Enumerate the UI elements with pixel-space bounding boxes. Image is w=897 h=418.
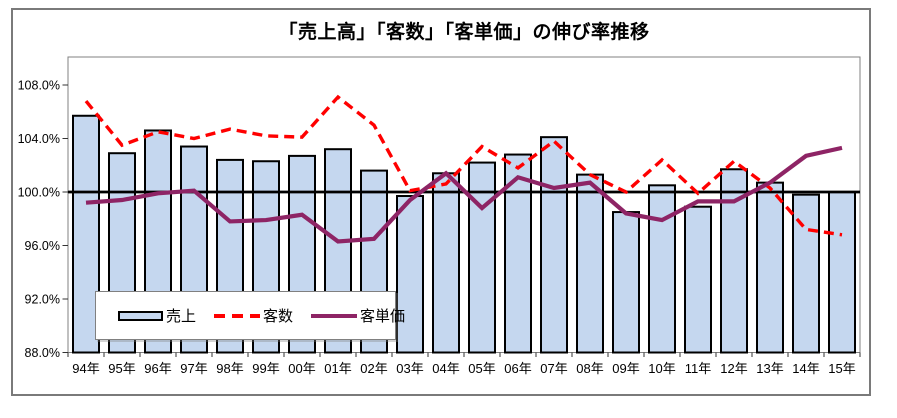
- x-axis-label: 00年: [288, 361, 315, 376]
- x-axis-label: 96年: [144, 361, 171, 376]
- legend-label-customers: 客数: [263, 308, 294, 325]
- x-axis-label: 02年: [360, 361, 387, 376]
- sales-bar: [612, 211, 640, 354]
- legend-item-customers: 客数: [214, 305, 293, 326]
- x-axis-label: 94年: [72, 361, 99, 376]
- legend-label-unit-price: 客単価: [360, 308, 406, 325]
- legend-label-sales: 売上: [166, 308, 197, 325]
- x-axis-label: 06年: [504, 361, 531, 376]
- x-axis-label: 97年: [180, 361, 207, 376]
- x-axis-label: 08年: [576, 361, 603, 376]
- legend: 売上 客数 客単価: [95, 291, 405, 340]
- x-axis-label: 10年: [648, 361, 675, 376]
- sales-bar: [540, 136, 568, 354]
- x-axis-label: 11年: [685, 361, 712, 376]
- x-axis-label: 01年: [324, 361, 351, 376]
- x-axis-label: 99年: [252, 361, 279, 376]
- x-axis-label: 98年: [216, 361, 243, 376]
- sales-bar: [432, 172, 460, 354]
- x-axis-label: 95年: [108, 361, 135, 376]
- x-axis-label: 07年: [540, 361, 567, 376]
- y-axis-label: 100.0%: [18, 186, 60, 200]
- x-axis-label: 03年: [396, 361, 423, 376]
- sales-bar: [792, 193, 820, 354]
- unit-price-line-swatch: [311, 313, 358, 318]
- y-axis-label: 92.0%: [25, 293, 60, 307]
- sales-bar: [648, 184, 676, 354]
- x-axis-label: 15年: [828, 361, 855, 376]
- y-axis-label: 88.0%: [25, 346, 60, 360]
- sales-bar: [468, 161, 496, 354]
- sales-bar: [504, 153, 532, 354]
- sales-bar-swatch: [118, 310, 163, 321]
- sales-bar: [828, 191, 856, 354]
- customers-dashed-line-swatch: [214, 313, 261, 318]
- sales-bar: [684, 205, 712, 354]
- unit-price-line: [85, 145, 843, 244]
- legend-item-sales: 売上: [118, 305, 196, 326]
- y-axis-label: 108.0%: [18, 79, 60, 93]
- sales-bar: [396, 195, 424, 354]
- y-axis-label: 96.0%: [25, 239, 60, 253]
- x-axis-label: 14年: [792, 361, 819, 376]
- sales-bar: [756, 181, 784, 354]
- legend-item-unit-price: 客単価: [311, 305, 405, 326]
- customers-line: [84, 94, 843, 237]
- chart-title: 「売上高」「客数」「客単価」の伸び率推移: [278, 22, 650, 43]
- x-axis-label: 05年: [468, 361, 495, 376]
- sales-bar: [576, 173, 604, 354]
- sales-bar: [72, 114, 100, 354]
- x-axis-label: 12年: [720, 361, 747, 376]
- x-axis-label: 13年: [756, 361, 783, 376]
- x-axis-label: 04年: [432, 361, 459, 376]
- y-axis-label: 104.0%: [18, 132, 60, 146]
- x-axis-label: 09年: [612, 361, 639, 376]
